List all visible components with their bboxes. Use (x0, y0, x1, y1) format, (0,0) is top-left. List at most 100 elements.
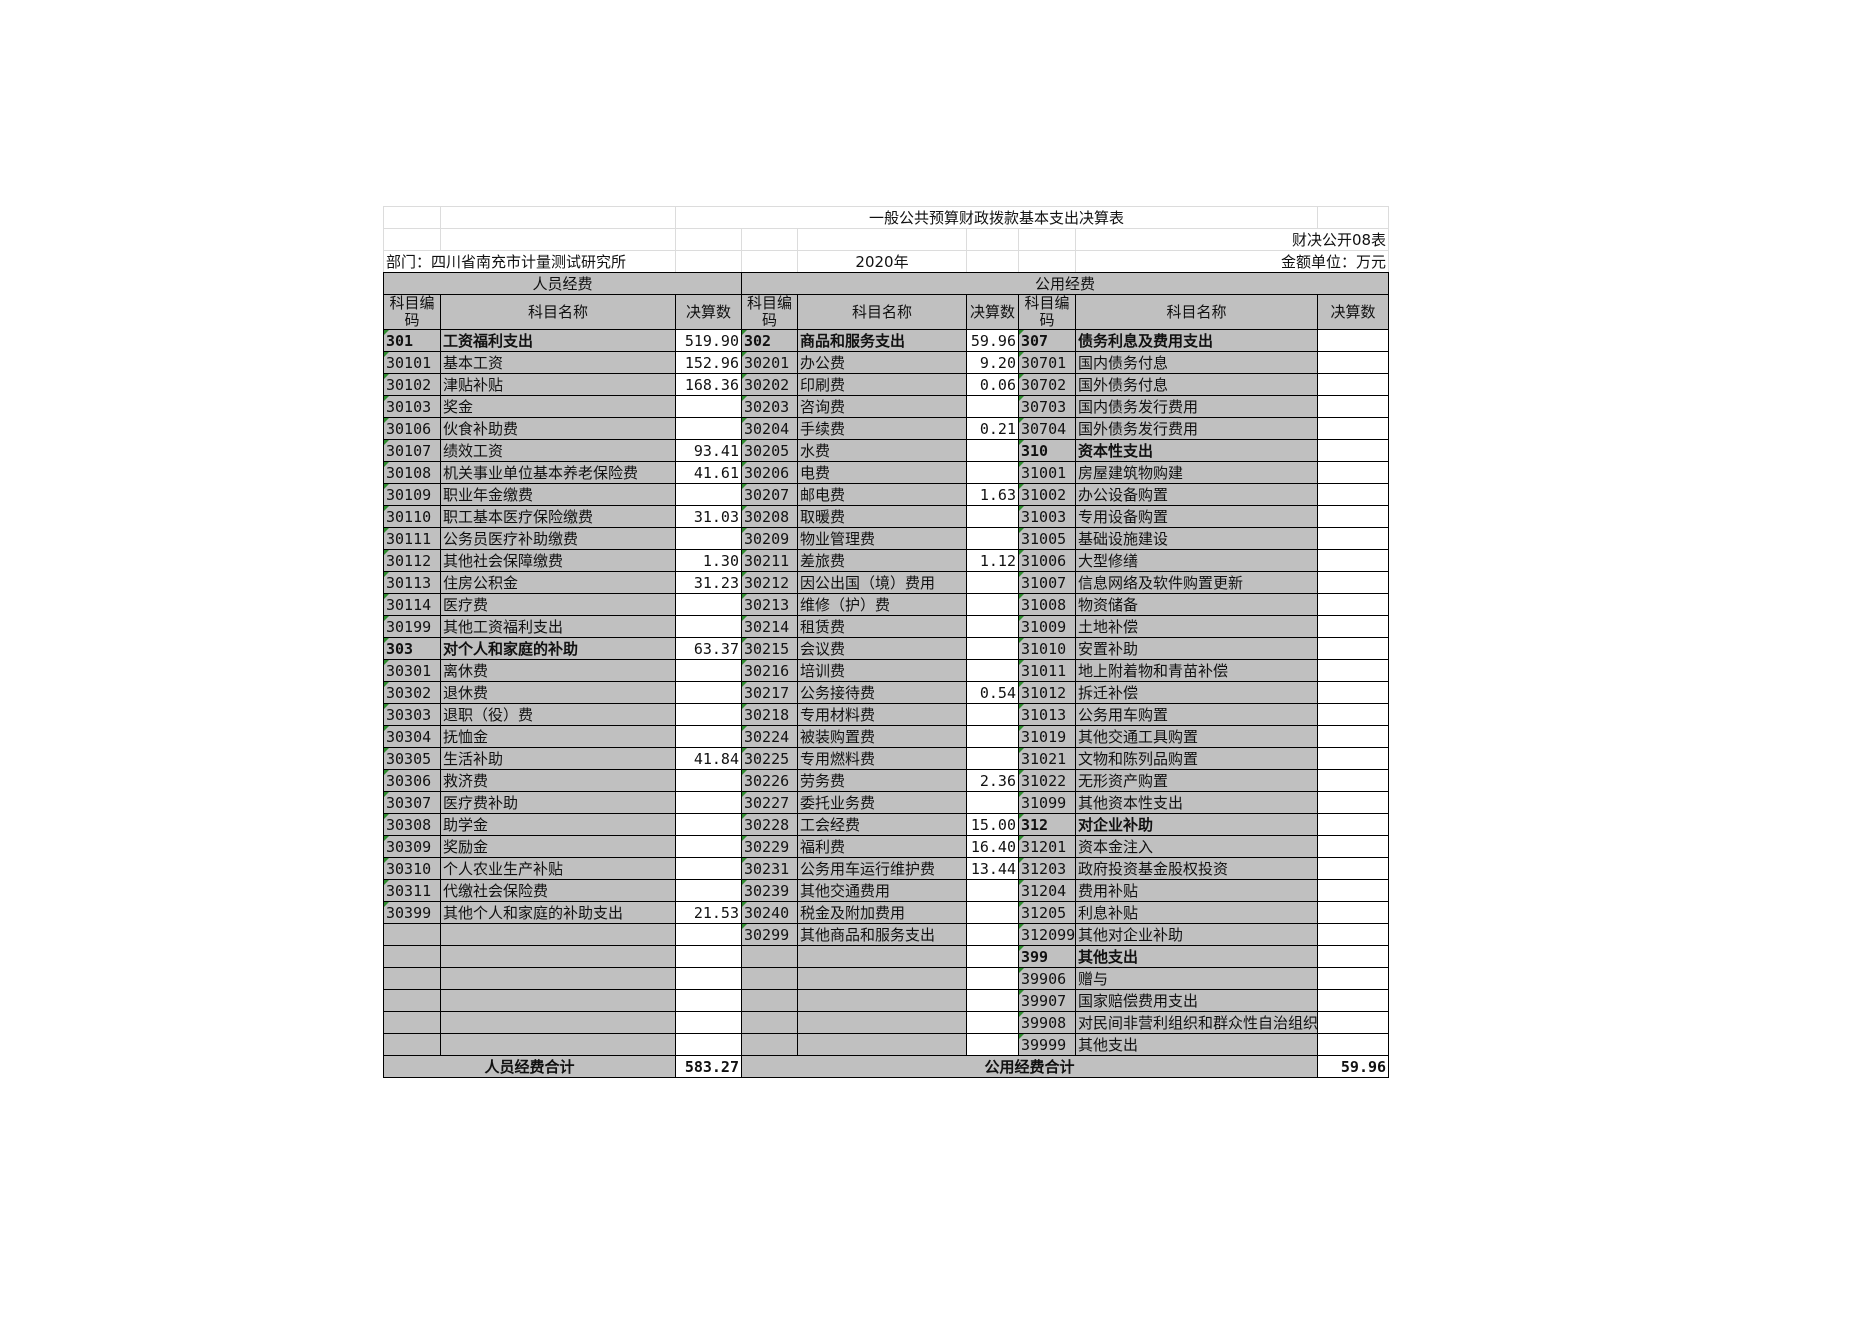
subject-code-cell[interactable]: 30227 (741, 791, 798, 814)
subject-name-cell[interactable]: 无形资产购置 (1074, 769, 1319, 792)
amount-cell[interactable] (675, 835, 742, 858)
amount-cell[interactable] (1317, 483, 1390, 506)
subject-code-cell[interactable]: 30101 (383, 351, 441, 374)
amount-cell[interactable] (1317, 703, 1390, 726)
subject-name-cell[interactable]: 安置补助 (1074, 637, 1319, 660)
amount-cell[interactable]: 21.53 (675, 901, 742, 924)
subject-name-cell[interactable]: 手续费 (797, 417, 967, 440)
subject-name-cell[interactable]: 拆迁补偿 (1074, 681, 1319, 704)
subject-name-cell[interactable] (440, 945, 676, 968)
subject-name-cell[interactable]: 税金及附加费用 (797, 901, 967, 924)
subject-name-cell[interactable]: 租赁费 (797, 615, 967, 638)
amount-cell[interactable] (675, 703, 742, 726)
subject-name-cell[interactable]: 职业年金缴费 (440, 483, 676, 506)
subject-code-cell[interactable]: 31013 (1018, 703, 1076, 726)
amount-cell[interactable] (675, 967, 742, 990)
subject-code-cell[interactable]: 30114 (383, 593, 441, 616)
amount-cell[interactable] (966, 725, 1019, 748)
subject-name-cell[interactable]: 基础设施建设 (1074, 527, 1319, 550)
subject-code-cell[interactable]: 312 (1018, 813, 1076, 836)
subject-code-cell[interactable]: 399 (1018, 945, 1076, 968)
subject-name-cell[interactable]: 国家赔偿费用支出 (1074, 989, 1319, 1012)
subject-code-cell[interactable]: 30213 (741, 593, 798, 616)
public-total-amount[interactable]: 59.96 (1317, 1055, 1390, 1078)
amount-cell[interactable]: 16.40 (966, 835, 1019, 858)
amount-cell[interactable]: 0.54 (966, 681, 1019, 704)
amount-cell[interactable] (1317, 439, 1390, 462)
amount-cell[interactable] (1317, 1011, 1390, 1034)
subject-name-cell[interactable]: 会议费 (797, 637, 967, 660)
subject-code-cell[interactable]: 31022 (1018, 769, 1076, 792)
subject-code-cell[interactable]: 31203 (1018, 857, 1076, 880)
subject-name-cell[interactable]: 国外债务付息 (1074, 373, 1319, 396)
subject-name-cell[interactable] (440, 1011, 676, 1034)
subject-name-cell[interactable]: 助学金 (440, 813, 676, 836)
subject-code-cell[interactable]: 30206 (741, 461, 798, 484)
subject-name-cell[interactable]: 委托业务费 (797, 791, 967, 814)
subject-name-cell[interactable]: 其他资本性支出 (1074, 791, 1319, 814)
subject-code-cell[interactable]: 30303 (383, 703, 441, 726)
subject-code-cell[interactable]: 30231 (741, 857, 798, 880)
amount-cell[interactable] (966, 439, 1019, 462)
subject-name-cell[interactable]: 公务员医疗补助缴费 (440, 527, 676, 550)
subject-name-cell[interactable] (440, 1033, 676, 1056)
subject-name-cell[interactable]: 退休费 (440, 681, 676, 704)
amount-cell[interactable] (1317, 637, 1390, 660)
subject-code-cell[interactable]: 31001 (1018, 461, 1076, 484)
subject-code-cell[interactable]: 30217 (741, 681, 798, 704)
subject-name-cell[interactable]: 津贴补贴 (440, 373, 676, 396)
amount-cell[interactable] (1317, 945, 1390, 968)
subject-name-cell[interactable]: 生活补助 (440, 747, 676, 770)
subject-name-cell[interactable]: 对企业补助 (1074, 813, 1319, 836)
subject-name-cell[interactable]: 救济费 (440, 769, 676, 792)
amount-cell[interactable] (1317, 659, 1390, 682)
subject-code-cell[interactable]: 30308 (383, 813, 441, 836)
subject-code-cell[interactable]: 31006 (1018, 549, 1076, 572)
subject-name-cell[interactable]: 利息补贴 (1074, 901, 1319, 924)
subject-code-cell[interactable]: 30224 (741, 725, 798, 748)
subject-name-cell[interactable]: 差旅费 (797, 549, 967, 572)
subject-name-cell[interactable] (797, 1033, 967, 1056)
amount-cell[interactable] (675, 813, 742, 836)
subject-name-cell[interactable]: 物资储备 (1074, 593, 1319, 616)
subject-name-cell[interactable]: 债务利息及费用支出 (1074, 329, 1319, 352)
subject-code-cell[interactable]: 30701 (1018, 351, 1076, 374)
subject-name-cell[interactable]: 基本工资 (440, 351, 676, 374)
amount-cell[interactable] (1317, 505, 1390, 528)
subject-code-cell[interactable]: 31003 (1018, 505, 1076, 528)
subject-code-cell[interactable]: 30215 (741, 637, 798, 660)
subject-code-cell[interactable]: 30212 (741, 571, 798, 594)
amount-cell[interactable] (966, 659, 1019, 682)
amount-cell[interactable] (966, 615, 1019, 638)
subject-name-cell[interactable]: 其他对企业补助 (1074, 923, 1319, 946)
subject-code-cell[interactable]: 30205 (741, 439, 798, 462)
amount-cell[interactable] (966, 593, 1019, 616)
subject-name-cell[interactable]: 公务用车运行维护费 (797, 857, 967, 880)
amount-cell[interactable] (1317, 747, 1390, 770)
subject-code-cell[interactable]: 30239 (741, 879, 798, 902)
subject-name-cell[interactable] (797, 989, 967, 1012)
subject-name-cell[interactable]: 费用补贴 (1074, 879, 1319, 902)
subject-name-cell[interactable]: 工资福利支出 (440, 329, 676, 352)
subject-name-cell[interactable]: 邮电费 (797, 483, 967, 506)
amount-cell[interactable] (1317, 1033, 1390, 1056)
amount-cell[interactable]: 13.44 (966, 857, 1019, 880)
amount-cell[interactable]: 0.06 (966, 373, 1019, 396)
subject-name-cell[interactable]: 公务用车购置 (1074, 703, 1319, 726)
subject-name-cell[interactable] (797, 1011, 967, 1034)
subject-code-cell[interactable]: 30240 (741, 901, 798, 924)
subject-name-cell[interactable]: 其他支出 (1074, 1033, 1319, 1056)
amount-cell[interactable]: 519.90 (675, 329, 742, 352)
subject-code-cell[interactable] (383, 967, 441, 990)
subject-code-cell[interactable]: 30310 (383, 857, 441, 880)
subject-name-cell[interactable]: 专用燃料费 (797, 747, 967, 770)
subject-code-cell[interactable]: 31010 (1018, 637, 1076, 660)
subject-code-cell[interactable] (741, 967, 798, 990)
subject-code-cell[interactable]: 30299 (741, 923, 798, 946)
subject-code-cell[interactable]: 31005 (1018, 527, 1076, 550)
subject-code-cell[interactable]: 30208 (741, 505, 798, 528)
subject-code-cell[interactable]: 30113 (383, 571, 441, 594)
subject-code-cell[interactable]: 30199 (383, 615, 441, 638)
amount-cell[interactable] (675, 659, 742, 682)
amount-cell[interactable] (966, 395, 1019, 418)
